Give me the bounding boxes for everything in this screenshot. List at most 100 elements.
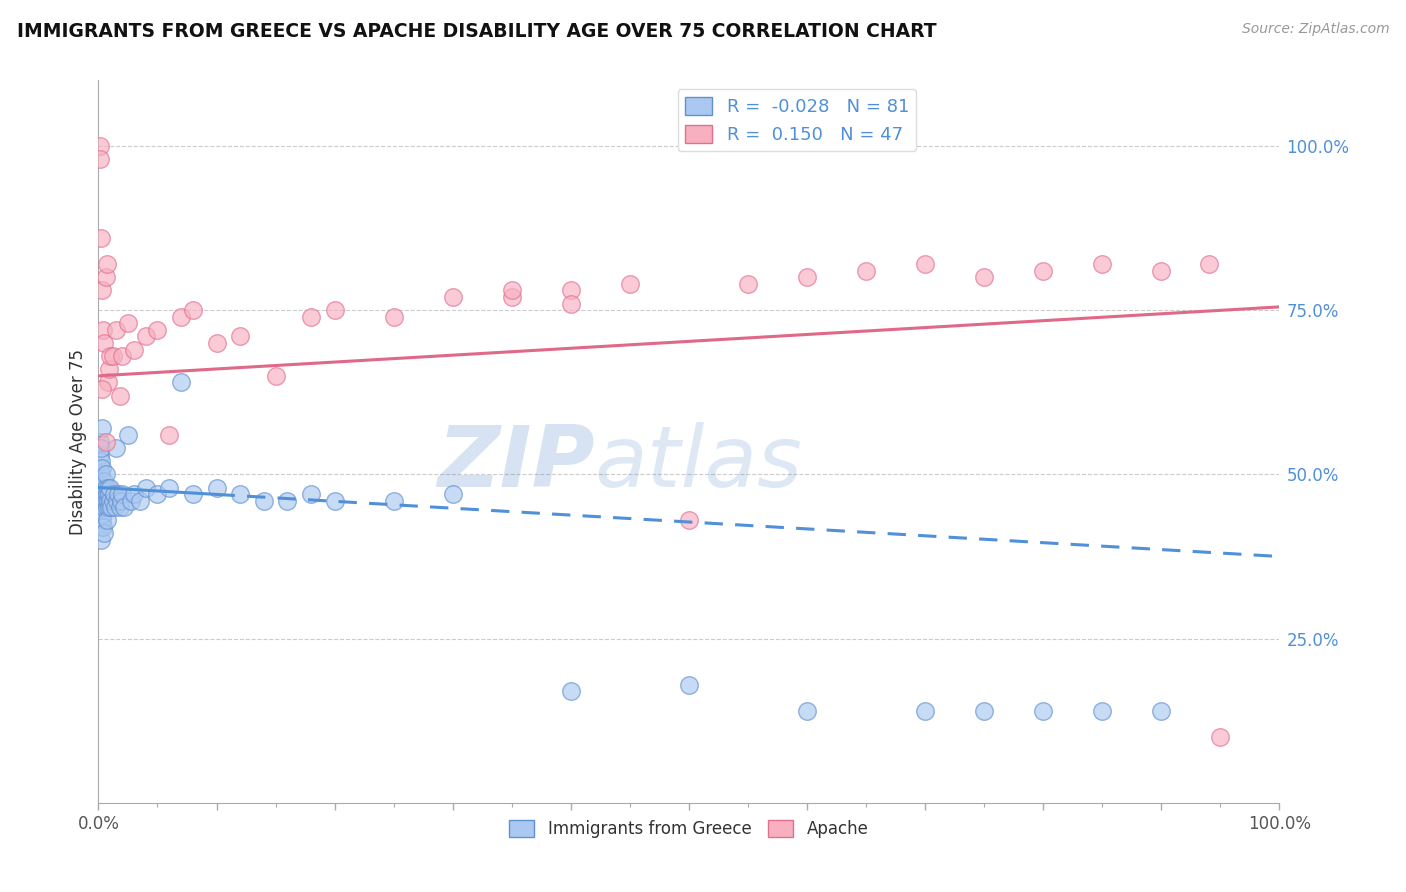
Point (111, 487, 134, 501)
Point (87, 467, 110, 482)
Point (89, 513, 111, 527)
Point (91, 493, 114, 508)
Y-axis label: Disability Age Over 75: Disability Age Over 75 (69, 349, 87, 534)
Point (91, 474, 114, 488)
Point (1150, 264, 1173, 278)
Point (94, 270, 117, 285)
Point (98, 493, 121, 508)
Point (796, 704, 818, 718)
Point (105, 441, 128, 455)
Text: atlas: atlas (595, 422, 803, 505)
Point (560, 296, 582, 310)
Point (323, 303, 346, 318)
Point (91, 513, 114, 527)
Point (90, 467, 112, 482)
Legend: Immigrants from Greece, Apache: Immigrants from Greece, Apache (503, 814, 875, 845)
Point (973, 270, 995, 285)
Point (299, 310, 322, 324)
Point (87, 493, 110, 508)
Point (105, 323, 128, 337)
Point (382, 310, 405, 324)
Point (91, 460, 114, 475)
Point (135, 481, 157, 495)
Point (112, 500, 135, 515)
Text: ZIP: ZIP (437, 422, 595, 505)
Point (128, 493, 150, 508)
Point (104, 500, 127, 515)
Point (90, 454, 112, 468)
Point (89, 460, 111, 475)
Point (560, 284, 582, 298)
Point (93, 526, 115, 541)
Point (93, 487, 115, 501)
Point (91, 421, 114, 435)
Point (96, 513, 118, 527)
Point (94, 434, 117, 449)
Point (90, 231, 112, 245)
Point (737, 277, 759, 291)
Point (973, 704, 995, 718)
Point (98, 362, 121, 376)
Point (914, 704, 936, 718)
Point (117, 316, 139, 330)
Point (98, 487, 121, 501)
Point (1091, 257, 1114, 271)
Point (89, 474, 111, 488)
Point (89, 500, 111, 515)
Point (1032, 704, 1054, 718)
Point (501, 290, 523, 304)
Point (101, 349, 124, 363)
Point (264, 368, 287, 383)
Point (110, 493, 132, 508)
Point (108, 500, 131, 515)
Point (89, 139, 111, 153)
Point (560, 684, 582, 698)
Point (91, 481, 114, 495)
Point (170, 310, 193, 324)
Point (94, 481, 117, 495)
Point (1198, 257, 1220, 271)
Point (1209, 730, 1232, 744)
Text: Source: ZipAtlas.com: Source: ZipAtlas.com (1241, 22, 1389, 37)
Point (441, 487, 464, 501)
Point (205, 481, 228, 495)
Point (1150, 704, 1173, 718)
Point (91, 507, 114, 521)
Point (135, 329, 157, 343)
Point (93, 474, 115, 488)
Point (205, 336, 228, 351)
Point (253, 493, 276, 508)
Point (87, 507, 110, 521)
Point (97, 481, 120, 495)
Point (98, 481, 121, 495)
Point (91, 323, 114, 337)
Point (441, 290, 464, 304)
Point (299, 487, 322, 501)
Point (146, 323, 169, 337)
Point (101, 493, 124, 508)
Point (93, 500, 115, 515)
Point (229, 487, 252, 501)
Point (105, 493, 128, 508)
Point (157, 428, 180, 442)
Point (229, 329, 252, 343)
Point (855, 264, 877, 278)
Point (91, 500, 114, 515)
Point (157, 481, 180, 495)
Point (87, 481, 110, 495)
Point (100, 500, 122, 515)
Point (91, 487, 114, 501)
Point (98, 349, 121, 363)
Point (96, 487, 118, 501)
Point (90, 441, 112, 455)
Point (796, 270, 818, 285)
Point (181, 303, 204, 318)
Point (181, 487, 204, 501)
Point (117, 428, 139, 442)
Point (94, 493, 117, 508)
Point (90, 493, 112, 508)
Point (122, 487, 145, 501)
Point (678, 513, 700, 527)
Point (96, 500, 118, 515)
Point (90, 481, 112, 495)
